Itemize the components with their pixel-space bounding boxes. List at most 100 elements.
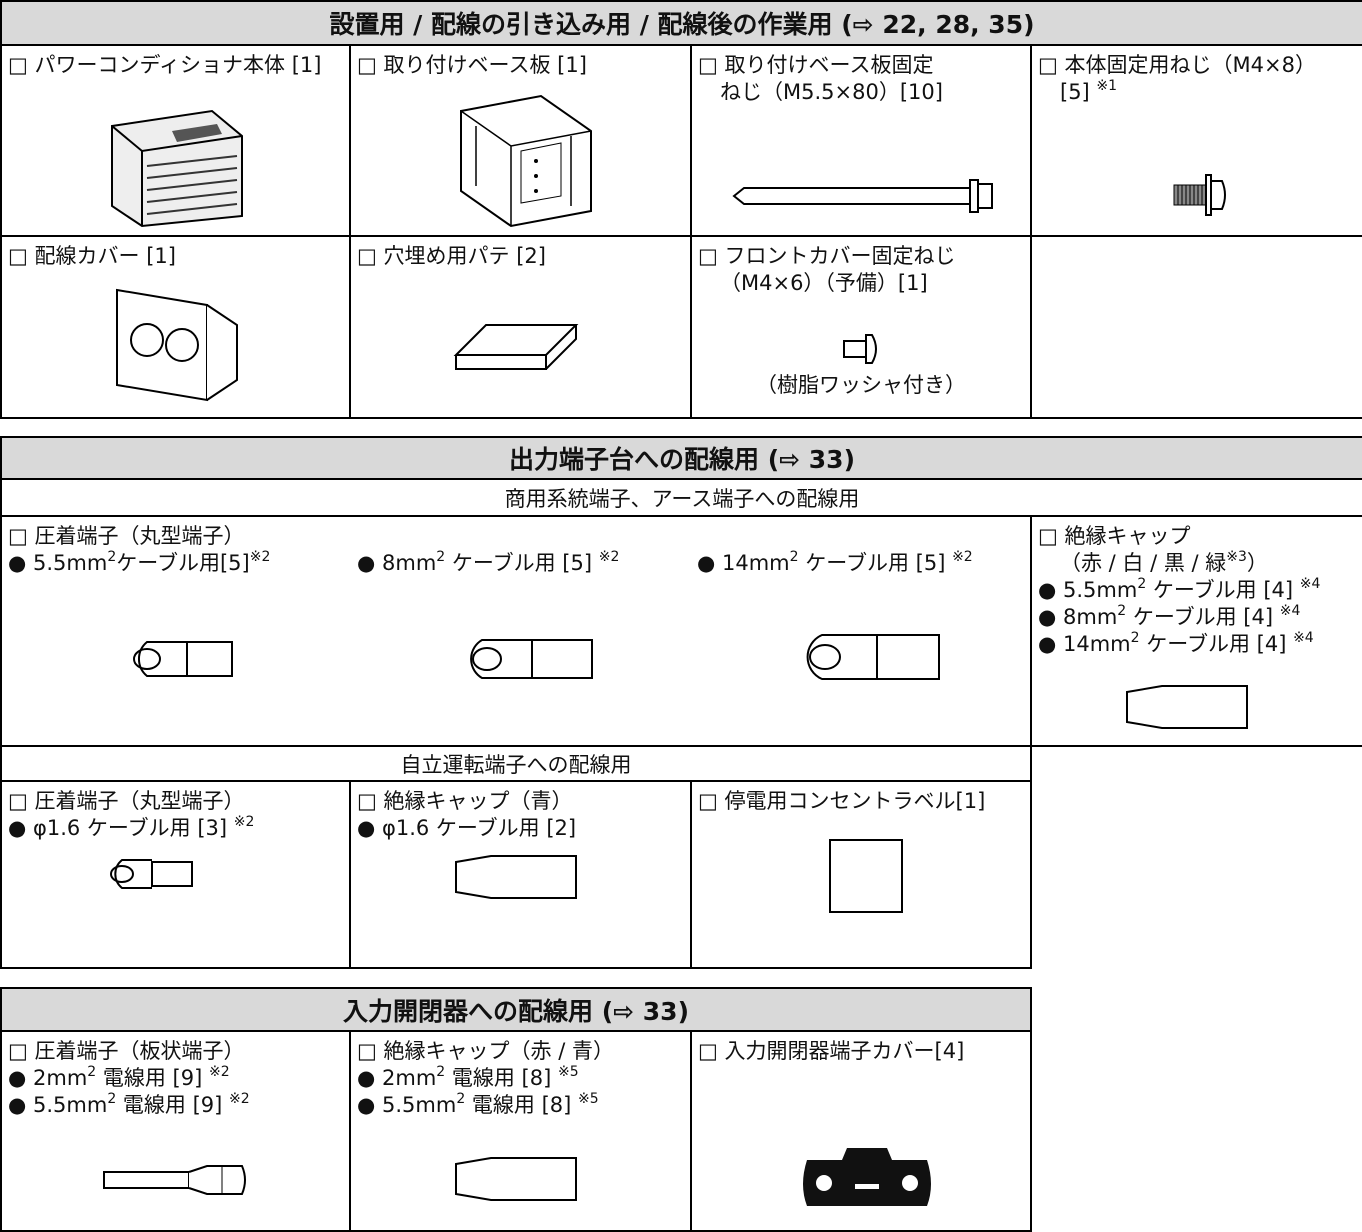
text: □ 配線カバー [1]	[8, 244, 176, 268]
ring-terminal-icon	[806, 634, 940, 680]
superscript: ※2	[598, 549, 620, 565]
header: 設置用 / 配線の引き込み用 / 配線後の作業用 (⇨ 22, 28, 35)	[0, 0, 1362, 46]
text: ねじ（M5.5×80）[10]	[720, 80, 943, 104]
cell: □ 絶縁キャップ （赤 / 白 / 黒 / 緑※3） ● 5.5mm2 ケーブル用 …	[1030, 515, 1362, 747]
text: ● 8mm	[1038, 605, 1118, 629]
cell-text: □ 取り付けベース板 [1]	[357, 52, 587, 79]
text: □ パワーコンディショナ本体 [1]	[8, 53, 322, 77]
cell-text: □ 圧着端子（丸型端子） ● φ1.6 ケーブル用 [3] ※2	[8, 788, 254, 842]
cell-text: □ 停電用コンセントラベル[1]	[698, 788, 985, 815]
bullet-line: ● 14mm2 ケーブル用 [5] ※2	[697, 550, 973, 577]
text: □ 穴埋め用パテ [2]	[357, 244, 546, 268]
text: ケーブル用 [5]	[798, 551, 953, 575]
cell: □ 取り付けベース板固定ねじ（M5.5×80）[10]	[690, 44, 1032, 237]
text: 電線用 [9]	[96, 1066, 209, 1090]
superscript: ※2	[249, 549, 271, 565]
insulation-cap-icon	[1126, 685, 1248, 729]
text: □ 取り付けベース板固定	[698, 53, 934, 77]
group-title: 自立運転端子への配線用	[0, 745, 1032, 782]
label-icon	[829, 839, 903, 913]
cell	[1030, 235, 1362, 419]
cell: □ 絶縁キャップ（赤 / 青） ● 2mm2 電線用 [8] ※5 ● 5.5mm2…	[349, 1030, 692, 1232]
cell: □ 取り付けベース板 [1]	[349, 44, 692, 237]
wiring-cover-icon	[116, 288, 238, 402]
superscript: ※5	[578, 1091, 599, 1107]
header: 出力端子台への配線用 (⇨ 33)	[0, 436, 1362, 480]
line: □ 圧着端子（丸型端子）	[8, 523, 245, 550]
superscript: 2	[107, 1091, 117, 1107]
cell-text: □ 取り付けベース板固定ねじ（M5.5×80）[10]	[698, 52, 943, 106]
header: 入力開閉器への配線用 (⇨ 33)	[0, 987, 1032, 1032]
ring-terminal-icon	[470, 639, 593, 679]
line: ● 2mm2 電線用 [8] ※5	[357, 1065, 614, 1092]
superscript: 2	[436, 549, 446, 565]
text: ケーブル用[5]	[116, 551, 250, 575]
superscript: ※2	[233, 814, 255, 830]
text: ● 8mm	[357, 551, 437, 575]
cell: □ 配線カバー [1]	[0, 235, 351, 419]
text: □ 圧着端子（板状端子）	[8, 1039, 245, 1063]
text: [5]	[1060, 80, 1097, 104]
text: ● 5.5mm	[357, 1093, 457, 1117]
plate-terminal-icon	[103, 1165, 246, 1195]
front-screw-icon	[843, 334, 877, 364]
cell-text: □ 本体固定用ねじ（M4×8） [5] ※1	[1038, 52, 1316, 106]
text: ケーブル用 [4]	[1126, 605, 1280, 629]
line: □ フロントカバー固定ねじ	[698, 243, 956, 270]
cell-text: □ 配線カバー [1]	[8, 243, 176, 270]
text: ● 2mm	[357, 1066, 437, 1090]
line: ● φ1.6 ケーブル用 [3] ※2	[8, 815, 254, 842]
cell: □ 圧着端子（板状端子） ● 2mm2 電線用 [9] ※2 ● 5.5mm2 電線…	[0, 1030, 351, 1232]
text: 電線用 [8]	[465, 1093, 579, 1117]
text: □ 入力開閉器端子カバー[4]	[698, 1039, 965, 1063]
putty-icon	[453, 324, 579, 370]
superscript: ※5	[557, 1064, 579, 1080]
insulation-cap-icon	[455, 855, 577, 899]
cell: □ フロントカバー固定ねじ （M4×6）（予備）[1] （樹脂ワッシャ付き）	[690, 235, 1032, 419]
line: □ 絶縁キャップ（青）	[357, 788, 576, 815]
group-title: 商用系統端子、アース端子への配線用	[0, 478, 1362, 517]
insulation-cap-icon	[455, 1157, 577, 1201]
line: □ 圧着端子（丸型端子）	[8, 788, 254, 815]
line: □ 圧着端子（板状端子）	[8, 1038, 250, 1065]
text: ）	[1246, 551, 1268, 575]
line: ● φ1.6 ケーブル用 [2]	[357, 815, 576, 842]
long-screw-icon	[732, 179, 993, 213]
superscript: ※2	[208, 1064, 230, 1080]
text: 電線用 [9]	[116, 1093, 230, 1117]
empty-cell	[1030, 745, 1362, 968]
text: □ フロントカバー固定ねじ	[698, 244, 956, 268]
table-setup: 設置用 / 配線の引き込み用 / 配線後の作業用 (⇨ 22, 28, 35) …	[0, 0, 1362, 419]
superscript: ※1	[1096, 78, 1118, 94]
line: □ 取り付けベース板 [1]	[357, 52, 587, 79]
line: ● 5.5mm2 電線用 [8] ※5	[357, 1092, 614, 1119]
bullet-line: ● 5.5mm2ケーブル用[5]※2	[8, 550, 270, 577]
table-input: 入力開閉器への配線用 (⇨ 33) □ 圧着端子（板状端子） ● 2mm2 電線用…	[0, 987, 1032, 1232]
text: □ 絶縁キャップ	[1038, 524, 1191, 548]
text: □ 絶縁キャップ（青）	[357, 789, 573, 813]
text: （赤 / 白 / 黒 / 緑	[1060, 551, 1227, 575]
text: ケーブル用 [5]	[445, 551, 599, 575]
small-screw-icon	[1173, 174, 1226, 216]
bullet-line: ● 8mm2 ケーブル用 [5] ※2	[357, 550, 619, 577]
terminal-cover-icon	[803, 1148, 931, 1206]
text: □ 取り付けベース板 [1]	[357, 53, 587, 77]
cell: □ 入力開閉器端子カバー[4]	[690, 1030, 1032, 1232]
line: □ 配線カバー [1]	[8, 243, 176, 270]
line: □ 絶縁キャップ	[1038, 523, 1320, 550]
line: □ 穴埋め用パテ [2]	[357, 243, 546, 270]
line: （赤 / 白 / 黒 / 緑※3）	[1038, 550, 1320, 577]
cell-text: □ 圧着端子（丸型端子）	[8, 523, 245, 550]
text: ● 14mm	[1038, 632, 1131, 656]
line: [5] ※1	[1038, 79, 1316, 106]
superscript: 2	[789, 549, 799, 565]
inverter-icon	[111, 109, 243, 228]
superscript: ※2	[952, 549, 973, 565]
superscript: 2	[456, 1091, 466, 1107]
line: ● 2mm2 電線用 [9] ※2	[8, 1065, 250, 1092]
line: ねじ（M5.5×80）[10]	[698, 79, 943, 106]
cell-text: □ 絶縁キャップ（青） ● φ1.6 ケーブル用 [2]	[357, 788, 576, 842]
base-plate-icon	[460, 94, 592, 228]
cell: □ 停電用コンセントラベル[1]	[690, 780, 1032, 969]
